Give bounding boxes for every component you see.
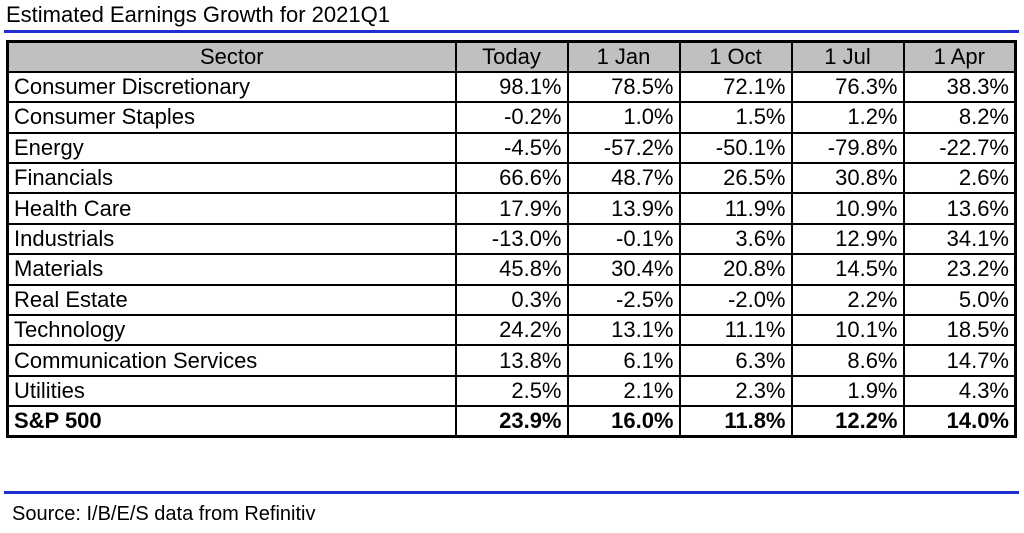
value-cell: 12.9% [790, 222, 905, 256]
table-row: Health Care 17.9% 13.9% 11.9% 10.9% 13.6% [6, 192, 1017, 225]
sector-cell: Industrials [6, 222, 457, 256]
value-cell: 16.0% [566, 405, 681, 438]
value-cell: 8.6% [790, 344, 905, 377]
value-cell: 38.3% [902, 70, 1017, 104]
value-cell: 13.1% [566, 314, 681, 347]
table-row: Industrials -13.0% -0.1% 3.6% 12.9% 34.1% [6, 222, 1017, 256]
value-cell: 11.1% [678, 314, 793, 347]
total-row: S&P 500 23.9% 16.0% 11.8% 12.2% 14.0% [6, 405, 1017, 438]
value-cell: 10.9% [790, 192, 905, 225]
earnings-growth-table: Sector Today 1 Jan 1 Oct 1 Jul 1 Apr Con… [6, 40, 1017, 439]
table-row: Financials 66.6% 48.7% 26.5% 30.8% 2.6% [6, 162, 1017, 195]
sector-cell: Technology [6, 314, 457, 347]
value-cell: 17.9% [454, 192, 569, 225]
column-header-1-apr: 1 Apr [902, 40, 1017, 73]
bottom-divider [4, 491, 1019, 494]
value-cell: 72.1% [678, 70, 793, 104]
value-cell: -2.0% [678, 283, 793, 317]
table-row: Energy -4.5% -57.2% -50.1% -79.8% -22.7% [6, 131, 1017, 165]
value-cell: 6.3% [678, 344, 793, 377]
source-note: Source: I/B/E/S data from Refinitiv [12, 503, 316, 525]
value-cell: -57.2% [566, 131, 681, 165]
value-cell: 78.5% [566, 70, 681, 104]
value-cell: 11.8% [678, 405, 793, 438]
value-cell: 5.0% [902, 283, 1017, 317]
table-row: Consumer Discretionary 98.1% 78.5% 72.1% 76.… [6, 70, 1017, 104]
value-cell: 10.1% [790, 314, 905, 347]
column-header-sector: Sector [6, 40, 457, 73]
value-cell: 14.7% [902, 344, 1017, 377]
value-cell: 0.3% [454, 283, 569, 317]
value-cell: -2.5% [566, 283, 681, 317]
value-cell: 2.5% [454, 374, 569, 408]
sector-cell: Health Care [6, 192, 457, 225]
table-body: Consumer Discretionary 98.1% 78.5% 72.1% 76.… [6, 70, 1017, 438]
value-cell: -0.1% [566, 222, 681, 256]
sector-cell: Real Estate [6, 283, 457, 317]
value-cell: -4.5% [454, 131, 569, 165]
sector-cell: Consumer Discretionary [6, 70, 457, 104]
header-row: Sector Today 1 Jan 1 Oct 1 Jul 1 Apr [6, 40, 1017, 73]
value-cell: 34.1% [902, 222, 1017, 256]
value-cell: 11.9% [678, 192, 793, 225]
table-row: Technology 24.2% 13.1% 11.1% 10.1% 18.5% [6, 314, 1017, 347]
column-header-today: Today [454, 40, 569, 73]
top-divider [4, 30, 1019, 33]
value-cell: 76.3% [790, 70, 905, 104]
value-cell: 23.9% [454, 405, 569, 438]
sector-cell: Communication Services [6, 344, 457, 377]
value-cell: 48.7% [566, 162, 681, 195]
value-cell: 4.3% [902, 374, 1017, 408]
value-cell: 1.0% [566, 101, 681, 134]
value-cell: 2.6% [902, 162, 1017, 195]
value-cell: 45.8% [454, 253, 569, 286]
value-cell: 1.5% [678, 101, 793, 134]
value-cell: 14.5% [790, 253, 905, 286]
value-cell: 6.1% [566, 344, 681, 377]
sector-cell: Utilities [6, 374, 457, 408]
value-cell: 18.5% [902, 314, 1017, 347]
value-cell: 8.2% [902, 101, 1017, 134]
value-cell: 13.9% [566, 192, 681, 225]
value-cell: 2.1% [566, 374, 681, 408]
column-header-1-jan: 1 Jan [566, 40, 681, 73]
value-cell: 2.3% [678, 374, 793, 408]
value-cell: 26.5% [678, 162, 793, 195]
value-cell: 24.2% [454, 314, 569, 347]
value-cell: 13.8% [454, 344, 569, 377]
table-row: Consumer Staples -0.2% 1.0% 1.5% 1.2% 8.2% [6, 101, 1017, 134]
value-cell: 30.4% [566, 253, 681, 286]
table-row: Communication Services 13.8% 6.1% 6.3% 8.6% 1… [6, 344, 1017, 377]
value-cell: -0.2% [454, 101, 569, 134]
value-cell: 3.6% [678, 222, 793, 256]
sector-cell: S&P 500 [6, 405, 457, 438]
value-cell: 1.9% [790, 374, 905, 408]
value-cell: 14.0% [902, 405, 1017, 438]
value-cell: 66.6% [454, 162, 569, 195]
value-cell: 2.2% [790, 283, 905, 317]
sector-cell: Consumer Staples [6, 101, 457, 134]
sector-cell: Financials [6, 162, 457, 195]
table-row: Real Estate 0.3% -2.5% -2.0% 2.2% 5.0% [6, 283, 1017, 317]
value-cell: -13.0% [454, 222, 569, 256]
column-header-1-jul: 1 Jul [790, 40, 905, 73]
sector-cell: Energy [6, 131, 457, 165]
page-title: Estimated Earnings Growth for 2021Q1 [6, 2, 390, 27]
value-cell: 20.8% [678, 253, 793, 286]
table-row: Materials 45.8% 30.4% 20.8% 14.5% 23.2% [6, 253, 1017, 286]
value-cell: 12.2% [790, 405, 905, 438]
value-cell: 98.1% [454, 70, 569, 104]
table-row: Utilities 2.5% 2.1% 2.3% 1.9% 4.3% [6, 374, 1017, 408]
sector-cell: Materials [6, 253, 457, 286]
value-cell: 30.8% [790, 162, 905, 195]
value-cell: -22.7% [902, 131, 1017, 165]
column-header-1-oct: 1 Oct [678, 40, 793, 73]
value-cell: -50.1% [678, 131, 793, 165]
value-cell: 23.2% [902, 253, 1017, 286]
value-cell: -79.8% [790, 131, 905, 165]
value-cell: 13.6% [902, 192, 1017, 225]
value-cell: 1.2% [790, 101, 905, 134]
